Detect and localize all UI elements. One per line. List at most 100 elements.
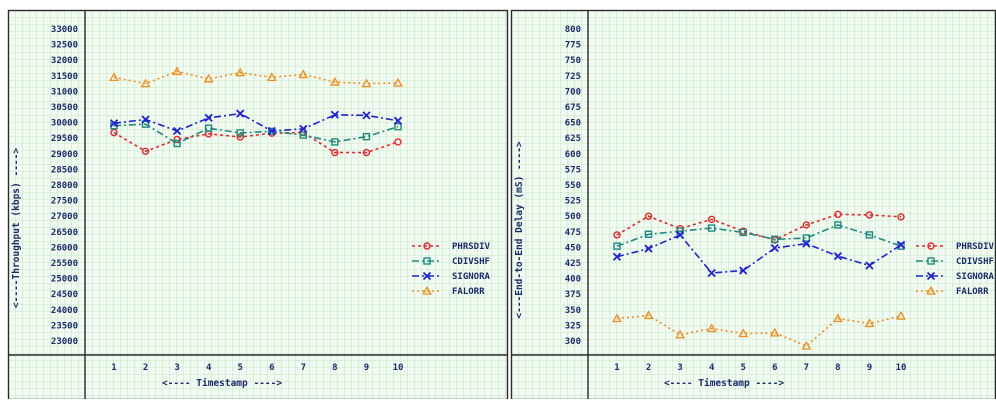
chart2-y-tick-label: 775	[565, 41, 581, 51]
chart2-data-point-falorr	[896, 310, 906, 320]
chart2-data-point-falorr	[706, 323, 717, 333]
chart2-y-tick-label: 625	[565, 134, 581, 144]
chart2-x-tick-label: 9	[867, 363, 872, 373]
chart2-x-tick-label: 8	[835, 363, 840, 373]
chart1-data-point-falorr	[329, 76, 340, 86]
chart2-y-tick-label: 500	[565, 212, 581, 222]
chart1-data-point-phrsdiv	[236, 133, 244, 141]
chart2-data-point-falorr	[801, 340, 812, 350]
chart1-series-line-cdivshf	[113, 123, 399, 145]
chart2-y-tick-label: 725	[565, 72, 581, 82]
chart1-series-line-falorr	[113, 70, 399, 85]
chart1-y-tick-label: 33000	[51, 25, 78, 35]
chart2-data-point-falorr	[864, 318, 875, 328]
chart1-legend-label: SIGNORA	[452, 272, 491, 282]
chart1-y-tick-label: 25500	[51, 259, 78, 269]
chart1-y-tick-label: 31000	[51, 87, 78, 97]
chart2-data-point-falorr	[832, 313, 843, 323]
chart1-x-tick-label: 2	[143, 363, 148, 373]
chart2-plot-background	[511, 10, 996, 399]
chart1-x-axis-label: <---- Timestamp ---->	[162, 378, 282, 389]
chart1-data-point-phrsdiv	[110, 128, 118, 137]
chart2-series-line-signora	[616, 233, 902, 274]
chart1-data-point-cdivshf	[173, 139, 181, 148]
chart1-y-tick-label: 32000	[51, 56, 78, 66]
chart1-data-point-falorr	[298, 69, 309, 79]
chart2-y-tick-label: 450	[565, 243, 581, 253]
chart1-y-tick-label: 26500	[51, 228, 78, 238]
chart1-x-tick-label: 3	[174, 363, 179, 373]
chart2-data-point-phrsdiv	[834, 210, 842, 219]
chart2-data-point-phrsdiv	[613, 231, 621, 239]
chart1-y-tick-label: 27000	[51, 212, 78, 222]
chart1-y-tick-label: 24500	[51, 290, 78, 300]
chart1-y-tick-label: 31500	[51, 72, 78, 82]
chart2-y-tick-label: 600	[565, 150, 581, 160]
chart2-y-axis-label: <---End-to-End Delay (mS) ---->	[514, 141, 525, 319]
chart1-data-point-cdivshf	[204, 124, 213, 132]
chart2-x-tick-label: 10	[896, 363, 907, 373]
chart1-data-point-phrsdiv	[141, 147, 150, 156]
chart1-data-point-phrsdiv	[331, 148, 339, 157]
chart1-data-point-signora	[362, 111, 371, 120]
chart1-data-point-signora	[236, 109, 245, 118]
chart2-data-point-falorr	[769, 327, 780, 337]
chart2-data-point-phrsdiv	[897, 213, 905, 221]
chart1-y-tick-label: 29000	[51, 150, 78, 160]
chart1-data-point-falorr	[109, 72, 119, 82]
chart2-data-point-cdivshf	[865, 231, 874, 239]
chart2-data-point-phrsdiv	[865, 211, 874, 219]
chart1-legend-marker	[422, 271, 432, 281]
chart2-legend-label: FALORR	[956, 287, 989, 297]
chart2-x-tick-label: 1	[614, 363, 619, 373]
chart1-y-tick-label: 28500	[51, 165, 78, 175]
chart1-data-point-signora	[172, 126, 182, 136]
chart2-series-line-falorr	[616, 314, 902, 347]
chart2-x-tick-label: 2	[646, 363, 651, 373]
chart1-legend-marker	[423, 257, 431, 265]
chart1-y-tick-label: 30000	[51, 119, 78, 129]
chart2-y-tick-label: 350	[565, 306, 581, 316]
chart1-data-point-signora	[299, 124, 308, 133]
chart2-data-point-falorr	[675, 329, 686, 339]
chart2-x-tick-label: 3	[677, 363, 682, 373]
chart2-legend-marker	[927, 242, 935, 250]
chart1-y-tick-label: 25000	[51, 275, 78, 285]
chart2-y-tick-label: 550	[565, 181, 581, 191]
chart1-data-point-cdivshf	[299, 131, 308, 139]
chart2-data-point-cdivshf	[771, 235, 779, 243]
chart1-x-tick-label: 10	[393, 363, 404, 373]
chart2-data-point-phrsdiv	[707, 215, 716, 224]
chart2-data-point-signora	[865, 261, 874, 270]
chart1-data-point-cdivshf	[236, 129, 244, 137]
chart1-data-point-phrsdiv	[173, 135, 181, 144]
chart2-data-point-signora	[739, 266, 748, 275]
chart2-legend-label: CDIVSHF	[956, 257, 994, 267]
chart1-y-tick-label: 26000	[51, 243, 78, 253]
chart2-x-tick-label: 4	[709, 363, 715, 373]
chart2-y-tick-label: 425	[565, 259, 581, 269]
chart2-data-point-cdivshf	[644, 230, 653, 238]
chart2-data-point-signora	[644, 244, 653, 253]
chart1-data-point-falorr	[203, 73, 214, 83]
chart1-x-tick-label: 5	[238, 363, 243, 373]
chart2-legend-label: PHRSDIV	[956, 242, 995, 252]
chart2-y-tick-label: 750	[565, 56, 581, 66]
chart2-legend-marker	[926, 271, 936, 281]
chart1-data-point-falorr	[266, 72, 277, 82]
chart1-data-point-signora	[330, 110, 340, 119]
chart2-y-tick-label: 700	[565, 87, 581, 97]
chart2-y-tick-label: 800	[565, 25, 581, 35]
chart1-x-tick-label: 6	[269, 363, 274, 373]
chart2-y-tick-label: 575	[565, 165, 581, 175]
chart2-data-point-falorr	[643, 310, 654, 320]
chart2-data-point-cdivshf	[834, 221, 842, 229]
chart2-data-point-falorr	[612, 313, 622, 323]
chart1-legend-label: FALORR	[452, 287, 485, 297]
chart1-data-point-cdivshf	[331, 138, 339, 146]
chart1-data-point-signora	[393, 116, 403, 125]
chart1-y-tick-label: 23000	[51, 337, 78, 347]
chart2-y-tick-label: 375	[565, 290, 581, 300]
chart2-series-line-phrsdiv	[616, 213, 902, 241]
